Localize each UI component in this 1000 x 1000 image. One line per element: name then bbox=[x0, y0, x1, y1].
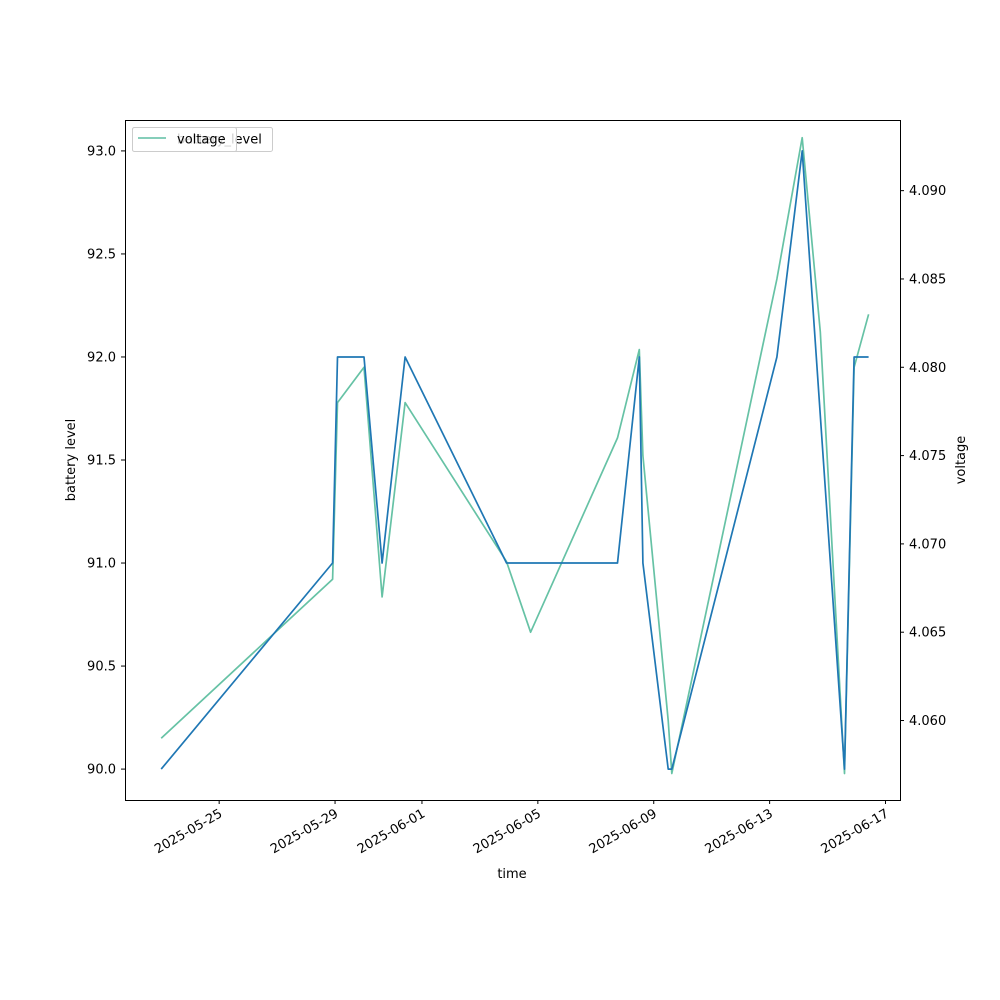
y-left-tick-label: 91.0 bbox=[87, 557, 116, 572]
plot-frame bbox=[125, 120, 901, 801]
y-right-tick-label: 4.070 bbox=[909, 537, 946, 552]
y-right-tick-label: 4.065 bbox=[909, 626, 946, 641]
legend-box-overlay bbox=[132, 127, 237, 152]
y-right-tick-label: 4.080 bbox=[909, 361, 946, 376]
y-axis-right-label: voltage bbox=[954, 436, 969, 485]
y-left-tick-label: 92.0 bbox=[87, 350, 116, 365]
series-layer bbox=[160, 136, 870, 775]
y-axis-left-label: battery level bbox=[64, 419, 79, 502]
y-left-tick-label: 91.5 bbox=[87, 454, 116, 469]
y-left-tick-label: 90.0 bbox=[87, 763, 116, 778]
legend-label-voltage: voltage bbox=[177, 133, 226, 148]
y-right-tick-label: 4.090 bbox=[909, 184, 946, 199]
x-axis-label: time bbox=[497, 867, 526, 882]
series-line-voltage bbox=[160, 136, 870, 775]
y-left-tick-label: 90.5 bbox=[87, 660, 116, 675]
legend: battery_level voltage bbox=[132, 127, 273, 152]
y-right-tick-label: 4.060 bbox=[909, 714, 946, 729]
y-left-tick-label: 92.5 bbox=[87, 247, 116, 262]
y-right-tick-label: 4.085 bbox=[909, 272, 946, 287]
y-left-tick-label: 93.0 bbox=[87, 144, 116, 159]
y-right-tick-label: 4.075 bbox=[909, 449, 946, 464]
series-line-battery-level bbox=[160, 150, 869, 770]
